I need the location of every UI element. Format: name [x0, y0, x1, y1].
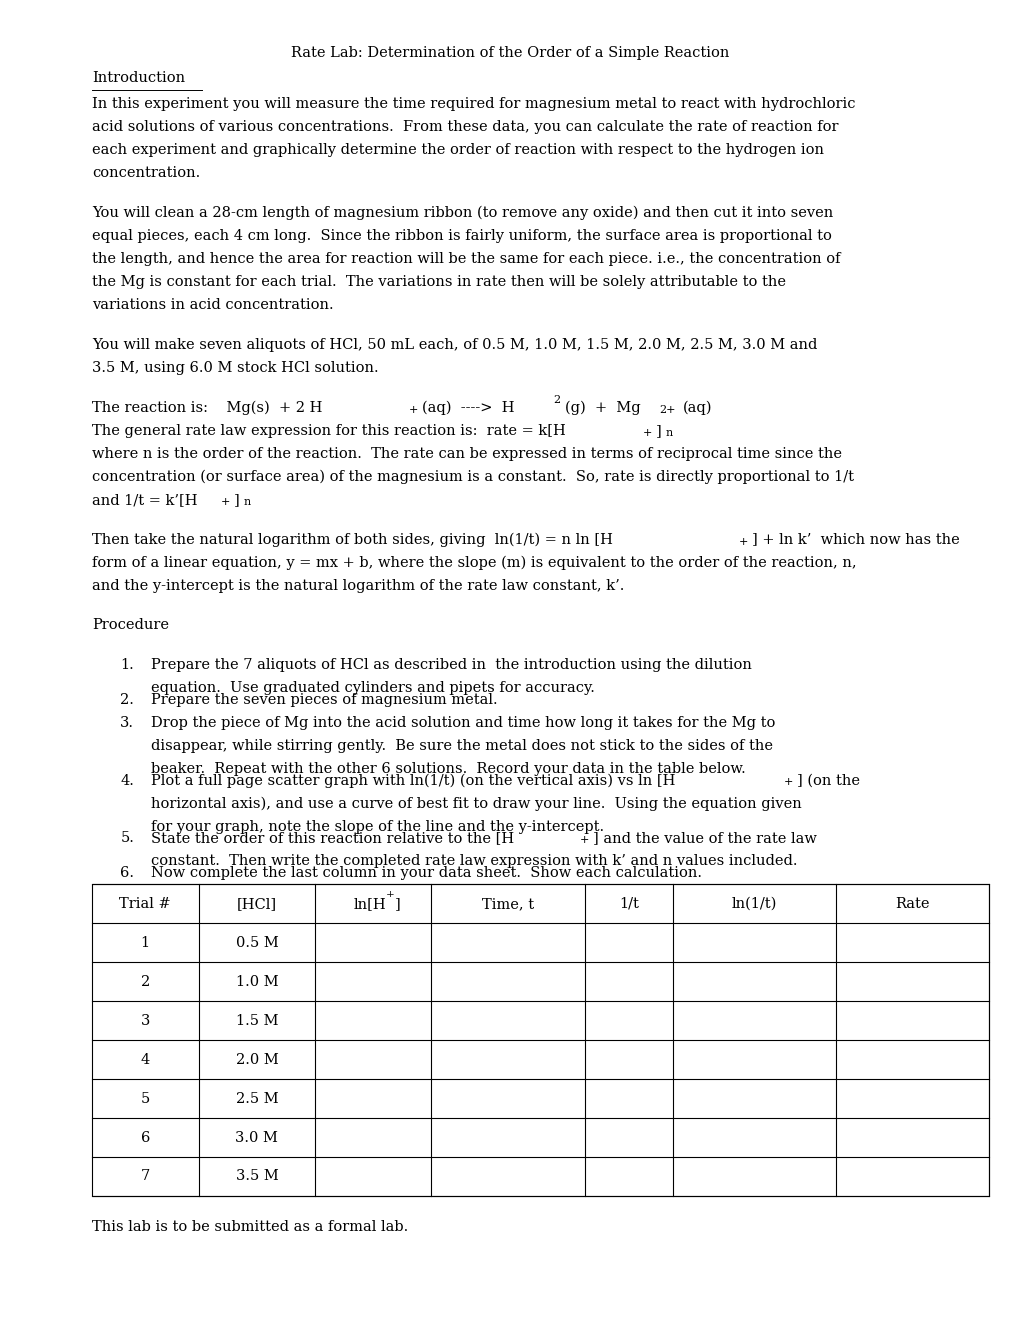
- Text: equal pieces, each 4 cm long.  Since the ribbon is fairly uniform, the surface a: equal pieces, each 4 cm long. Since the …: [92, 228, 830, 243]
- Text: 2.0 M: 2.0 M: [235, 1052, 278, 1067]
- Text: ] and the value of the rate law: ] and the value of the rate law: [592, 832, 815, 845]
- Text: 1.5 M: 1.5 M: [235, 1014, 278, 1028]
- Text: 2: 2: [141, 974, 150, 989]
- Text: 1: 1: [141, 936, 150, 950]
- Text: acid solutions of various concentrations.  From these data, you can calculate th: acid solutions of various concentrations…: [92, 120, 838, 135]
- Text: 1.: 1.: [120, 657, 133, 672]
- Text: 3.5 M: 3.5 M: [235, 1170, 278, 1184]
- Text: +: +: [579, 836, 588, 845]
- Text: In this experiment you will measure the time required for magnesium metal to rea: In this experiment you will measure the …: [92, 98, 855, 111]
- Bar: [92, 884, 988, 1196]
- Text: +: +: [642, 428, 651, 438]
- Text: 5.: 5.: [120, 832, 135, 845]
- Text: and the y-intercept is the natural logarithm of the rate law constant, k’.: and the y-intercept is the natural logar…: [92, 578, 624, 593]
- Text: State the order of this reaction relative to the [H: State the order of this reaction relativ…: [151, 832, 514, 845]
- Text: variations in acid concentration.: variations in acid concentration.: [92, 298, 333, 313]
- Text: +: +: [783, 777, 792, 788]
- Text: Prepare the seven pieces of magnesium metal.: Prepare the seven pieces of magnesium me…: [151, 693, 497, 706]
- Text: disappear, while stirring gently.  Be sure the metal does not stick to the sides: disappear, while stirring gently. Be sur…: [151, 739, 772, 752]
- Text: 6: 6: [141, 1130, 150, 1144]
- Text: +: +: [220, 496, 229, 507]
- Text: (aq)  ---->  H: (aq) ----> H: [422, 400, 515, 414]
- Text: ]: ]: [233, 492, 239, 507]
- Text: +: +: [385, 890, 394, 899]
- Text: Plot a full page scatter graph with ln(1/t) (on the vertical axis) vs ln [H: Plot a full page scatter graph with ln(1…: [151, 774, 675, 788]
- Text: [HCl]: [HCl]: [236, 896, 277, 911]
- Text: +: +: [738, 536, 747, 546]
- Text: Trial #: Trial #: [119, 896, 171, 911]
- Text: Time, t: Time, t: [482, 896, 534, 911]
- Text: You will make seven aliquots of HCl, 50 mL each, of 0.5 M, 1.0 M, 1.5 M, 2.0 M, : You will make seven aliquots of HCl, 50 …: [92, 338, 816, 352]
- Text: Rate Lab: Determination of the Order of a Simple Reaction: Rate Lab: Determination of the Order of …: [290, 46, 729, 61]
- Text: 3.: 3.: [120, 715, 135, 730]
- Text: 4: 4: [141, 1052, 150, 1067]
- Text: and 1/t = k’[H: and 1/t = k’[H: [92, 492, 197, 507]
- Text: n: n: [244, 496, 251, 507]
- Text: 3.5 M, using 6.0 M stock HCl solution.: 3.5 M, using 6.0 M stock HCl solution.: [92, 360, 378, 375]
- Text: the Mg is constant for each trial.  The variations in rate then will be solely a: the Mg is constant for each trial. The v…: [92, 275, 785, 289]
- Text: 1/t: 1/t: [619, 896, 638, 911]
- Text: concentration (or surface area) of the magnesium is a constant.  So, rate is dir: concentration (or surface area) of the m…: [92, 470, 853, 484]
- Text: constant.  Then write the completed rate law expression with k’ and n values inc: constant. Then write the completed rate …: [151, 854, 797, 869]
- Text: equation.  Use graduated cylinders and pipets for accuracy.: equation. Use graduated cylinders and pi…: [151, 681, 594, 696]
- Text: ln(1/t): ln(1/t): [731, 896, 776, 911]
- Text: each experiment and graphically determine the order of reaction with respect to : each experiment and graphically determin…: [92, 143, 823, 157]
- Text: 2.: 2.: [120, 693, 135, 706]
- Text: Then take the natural logarithm of both sides, giving  ln(1/t) = n ln [H: Then take the natural logarithm of both …: [92, 532, 612, 546]
- Text: where n is the order of the reaction.  The rate can be expressed in terms of rec: where n is the order of the reaction. Th…: [92, 446, 841, 461]
- Text: ]: ]: [394, 896, 400, 911]
- Text: beaker.  Repeat with the other 6 solutions.  Record your data in the table below: beaker. Repeat with the other 6 solution…: [151, 762, 745, 776]
- Text: the length, and hence the area for reaction will be the same for each piece. i.e: the length, and hence the area for react…: [92, 252, 840, 267]
- Text: 1.0 M: 1.0 M: [235, 974, 278, 989]
- Text: Procedure: Procedure: [92, 618, 168, 632]
- Text: This lab is to be submitted as a formal lab.: This lab is to be submitted as a formal …: [92, 1220, 408, 1234]
- Text: 3.0 M: 3.0 M: [235, 1130, 278, 1144]
- Text: (g)  +  Mg: (g) + Mg: [565, 400, 640, 414]
- Text: +: +: [409, 404, 418, 414]
- Text: form of a linear equation, y = mx + b, where the slope (m) is equivalent to the : form of a linear equation, y = mx + b, w…: [92, 556, 856, 570]
- Text: You will clean a 28-cm length of magnesium ribbon (to remove any oxide) and then: You will clean a 28-cm length of magnesi…: [92, 206, 833, 220]
- Text: Rate: Rate: [895, 896, 929, 911]
- Text: 2: 2: [552, 395, 559, 405]
- Text: n: n: [665, 428, 673, 438]
- Text: ]: ]: [655, 424, 661, 438]
- Text: 4.: 4.: [120, 774, 135, 788]
- Text: ] (on the: ] (on the: [796, 774, 859, 788]
- Text: The general rate law expression for this reaction is:  rate = k[H: The general rate law expression for this…: [92, 424, 565, 438]
- Text: ln[H: ln[H: [353, 896, 385, 911]
- Text: 3: 3: [141, 1014, 150, 1028]
- Text: Drop the piece of Mg into the acid solution and time how long it takes for the M: Drop the piece of Mg into the acid solut…: [151, 715, 774, 730]
- Text: 0.5 M: 0.5 M: [235, 936, 278, 950]
- Text: 2.5 M: 2.5 M: [235, 1092, 278, 1106]
- Text: 2+: 2+: [658, 404, 675, 414]
- Text: (aq): (aq): [682, 400, 711, 414]
- Text: for your graph, note the slope of the line and the y-intercept.: for your graph, note the slope of the li…: [151, 820, 603, 834]
- Text: 5: 5: [141, 1092, 150, 1106]
- Text: Now complete the last column in your data sheet.  Show each calculation.: Now complete the last column in your dat…: [151, 866, 701, 880]
- Text: horizontal axis), and use a curve of best fit to draw your line.  Using the equa: horizontal axis), and use a curve of bes…: [151, 796, 801, 810]
- Text: The reaction is:    Mg(s)  + 2 H: The reaction is: Mg(s) + 2 H: [92, 400, 322, 414]
- Text: 7: 7: [141, 1170, 150, 1184]
- Text: ] + ln k’  which now has the: ] + ln k’ which now has the: [751, 532, 959, 546]
- Text: 6.: 6.: [120, 866, 135, 880]
- Text: Prepare the 7 aliquots of HCl as described in  the introduction using the diluti: Prepare the 7 aliquots of HCl as describ…: [151, 657, 751, 672]
- Text: concentration.: concentration.: [92, 166, 200, 181]
- Text: Introduction: Introduction: [92, 71, 184, 86]
